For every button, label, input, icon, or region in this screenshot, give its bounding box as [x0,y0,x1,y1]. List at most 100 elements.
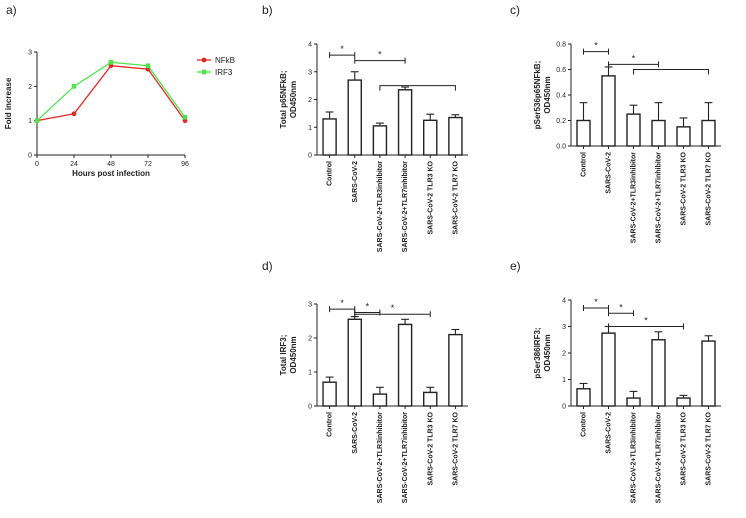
y-tick-label: 2 [562,351,566,358]
bar [423,391,438,407]
category-label: SARS-CoV-2 [352,412,359,454]
y-axis-title: Total p65NFkB;OD450nm [279,70,298,128]
series-line-NFkB [36,65,186,122]
y-tick-label: 4 [308,42,312,49]
x-tick-label: 24 [70,161,78,168]
category-label: SARS-CoV-2+TLR7inhibitor [402,161,409,252]
bar [701,119,716,147]
x-axis-title: Hours post infection [72,169,150,178]
bar [576,119,591,147]
panel-3: c) 0.0 0.2 0.4 0.6 0.8 pSer536p65NFkB;OD450nm C… [510,3,721,243]
x-tick-label: 96 [181,161,189,168]
y-tick-label: 0 [562,404,566,411]
bar [626,397,641,407]
y-axis-title-line: OD450nm [289,81,298,118]
category-label: SARS-CoV-2+TLR3inhibitor [631,152,638,243]
bar [651,339,666,407]
significance-star: * [594,41,598,51]
x-tick-label: 48 [107,161,115,168]
y-tick-label: 0 [28,153,32,160]
category-label: Control [581,152,588,177]
bar [676,397,691,407]
category-label: Control [327,161,334,186]
point-IRF3 [108,60,114,65]
panel-label: e) [510,259,521,273]
y-tick-label: 1 [308,370,312,377]
y-tick-label: 1 [28,118,32,125]
bar [397,89,413,156]
significance-star: * [340,298,344,308]
bar [676,126,691,147]
y-axis-title-line: Total p65NFkB; [279,70,288,128]
panel-5: e) 0 1 2 3 4 pSer386IRF3;OD450nm Control SARS-Co… [510,259,721,503]
category-label: SARS-CoV-2+TLR3inhibitor [631,412,638,503]
category-label: SARS-CoV-2 TLR3 KO [681,151,688,225]
category-label: SARS-CoV-2 TLR7 KO [706,411,713,485]
category-label: SARS-CoV-2+TLR7inhibitor [402,412,409,503]
y-axis-title-line: OD450nm [543,76,552,113]
bar [372,125,388,156]
y-tick-label: 0.8 [556,42,566,49]
y-tick-label: 2 [308,336,312,343]
panel-1: a) 0 1 2 3 Fold increase 0 24 48 72 96 Hours post i… [4,3,235,178]
y-tick-label: 3 [308,302,312,309]
y-axis-title-line: Fold increase [4,77,13,129]
y-tick-label: 0.2 [556,118,566,125]
y-tick-label: 0.4 [556,93,566,100]
y-tick-label: 2 [28,84,32,91]
category-label: Control [581,412,588,437]
category-label: SARS-CoV-2 [352,161,359,203]
panel-label: b) [262,3,273,17]
bar [397,323,413,407]
bar [651,119,666,147]
bar [701,340,716,407]
y-tick-label: 3 [308,69,312,76]
y-tick-label: 3 [562,324,566,331]
bar [322,381,337,407]
series-line-IRF3 [36,61,186,122]
y-tick-label: 3 [28,50,32,57]
category-label: SARS-CoV-2 TLR3 KO [681,411,688,485]
bar [601,332,616,407]
panel-label: d) [262,259,273,273]
point-IRF3 [182,114,188,120]
bar [448,116,463,156]
y-axis-title-line: Total IRF3; [279,335,288,376]
significance-star: * [644,316,648,326]
y-axis-title-line: OD450nm [543,334,552,371]
y-tick-label: 1 [308,125,312,132]
bar [372,393,388,407]
y-axis-title: pSer536p65NFkB;OD450nm [533,61,552,129]
y-axis-title-line: pSer386IRF3; [533,327,542,378]
bar [576,388,591,407]
significance-star: * [378,50,382,60]
y-tick-label: 1 [562,377,566,384]
category-label: SARS-CoV-2+TLR3inhibitor [377,412,384,503]
legend-label: IRF3 [215,68,233,77]
category-label: SARS-CoV-2 [606,412,613,454]
y-axis-title: Fold increase [4,77,13,129]
bar [423,119,438,156]
y-axis-title: pSer386IRF3;OD450nm [533,327,552,378]
category-label: SARS-CoV-2+TLR3inhibitor [377,161,384,252]
category-label: SARS-CoV-2 TLR7 KO [452,160,459,234]
significance-star: * [391,303,395,313]
significance-span [633,69,709,75]
panel-2: b) 0 1 2 3 4 Total p65NFkB;OD450nm Control SARS-… [262,3,468,252]
category-label: SARS-CoV-2 TLR3 KO [427,411,434,485]
bar [626,113,641,147]
significance-star: * [619,302,623,312]
point-IRF3 [71,84,77,89]
y-tick-label: 0 [308,404,312,411]
category-label: SARS-CoV-2+TLR7inhibitor [656,412,663,503]
legend-marker [201,57,207,63]
bar [347,79,362,156]
category-label: SARS-CoV-2 TLR7 KO [452,411,459,485]
point-NFkB [71,111,77,117]
point-IRF3 [34,118,40,123]
panel-label: a) [6,3,17,17]
significance-star: * [366,302,370,312]
bar [322,118,337,156]
significance-star: * [632,53,636,63]
